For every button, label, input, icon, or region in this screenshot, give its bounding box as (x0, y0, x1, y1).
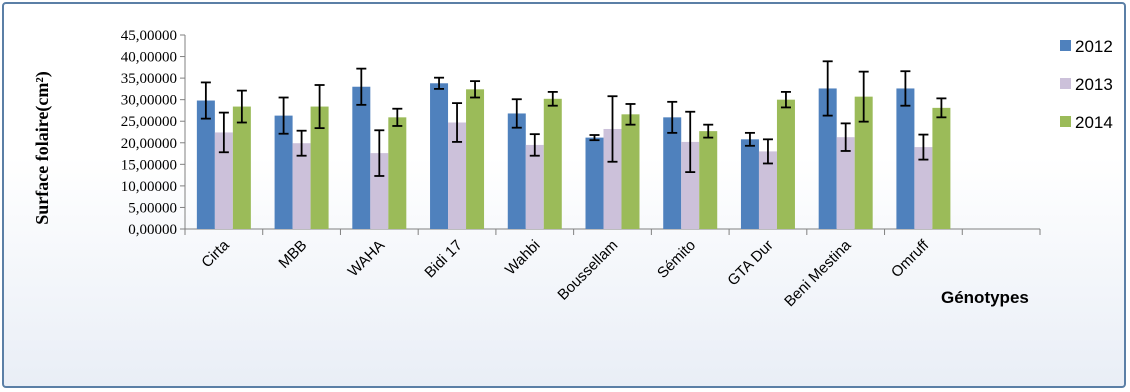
y-tick-label: 10,00000 (121, 179, 177, 195)
bar (430, 83, 449, 229)
bar (776, 99, 795, 230)
legend-swatch (1060, 40, 1071, 51)
y-tick-label: 45,00000 (121, 28, 177, 44)
bar (699, 131, 718, 229)
bar (932, 107, 951, 229)
bar (543, 98, 562, 229)
y-tick-label: 20,00000 (121, 136, 177, 152)
bar (621, 114, 640, 229)
legend-label: 2013 (1075, 75, 1113, 94)
bar (466, 89, 485, 229)
bar (370, 153, 389, 229)
bar (507, 113, 526, 229)
category-label: Beni Mestina (781, 236, 855, 310)
legend-swatch (1060, 78, 1071, 89)
bar (585, 137, 604, 229)
bar (525, 144, 544, 229)
y-tick-label: 40,00000 (121, 50, 177, 66)
legend-label: 2014 (1075, 113, 1113, 132)
legend: 2012 2013 2014 (1060, 37, 1113, 132)
bar (388, 117, 407, 229)
bar (292, 143, 311, 229)
category-label: Bidi 17 (421, 237, 465, 281)
x-axis (184, 228, 1041, 235)
bar (836, 137, 855, 229)
bar (232, 106, 251, 229)
category-label: Cirta (198, 236, 233, 271)
category-labels: Cirta MBB WAHA Bidi 17 Wahbi Boussellam Sémito… (198, 236, 933, 310)
legend-label: 2012 (1075, 37, 1113, 56)
error-bars (200, 60, 947, 177)
y-tick-label: 35,00000 (121, 71, 177, 87)
y-tick-label: 5,00000 (128, 200, 177, 216)
y-axis-label: Surface folaire(cm²) (32, 71, 53, 225)
bar-series (196, 83, 951, 230)
bar (663, 117, 682, 229)
y-tick-label: 25,00000 (121, 114, 177, 130)
category-label: Boussellam (554, 237, 621, 304)
category-label: GTA Dur (724, 237, 776, 289)
bar (758, 151, 777, 229)
category-label: Sémito (654, 237, 699, 282)
bar (352, 86, 371, 229)
category-label: Wahbi (502, 237, 544, 279)
bar (310, 106, 329, 229)
category-label: Omruff (888, 236, 933, 281)
bar (214, 132, 233, 229)
bar (603, 128, 622, 229)
y-axis: 0,00000 5,00000 10,00000 15,00000 20,00000 25… (121, 28, 186, 238)
legend-swatch (1060, 116, 1071, 127)
bar (448, 122, 467, 229)
y-tick-label: 30,00000 (121, 93, 177, 109)
x-axis-label: Génotypes (941, 288, 1029, 307)
bar (274, 115, 293, 229)
category-label: MBB (275, 237, 310, 272)
bar (740, 139, 759, 229)
y-tick-label: 15,00000 (121, 157, 177, 173)
bar (196, 100, 215, 229)
category-label: WAHA (345, 237, 388, 280)
bar (896, 88, 915, 229)
y-tick-label: 0,00000 (128, 222, 177, 238)
bar (914, 147, 933, 229)
bar (681, 141, 700, 229)
bar (818, 88, 837, 229)
bar (854, 96, 873, 229)
